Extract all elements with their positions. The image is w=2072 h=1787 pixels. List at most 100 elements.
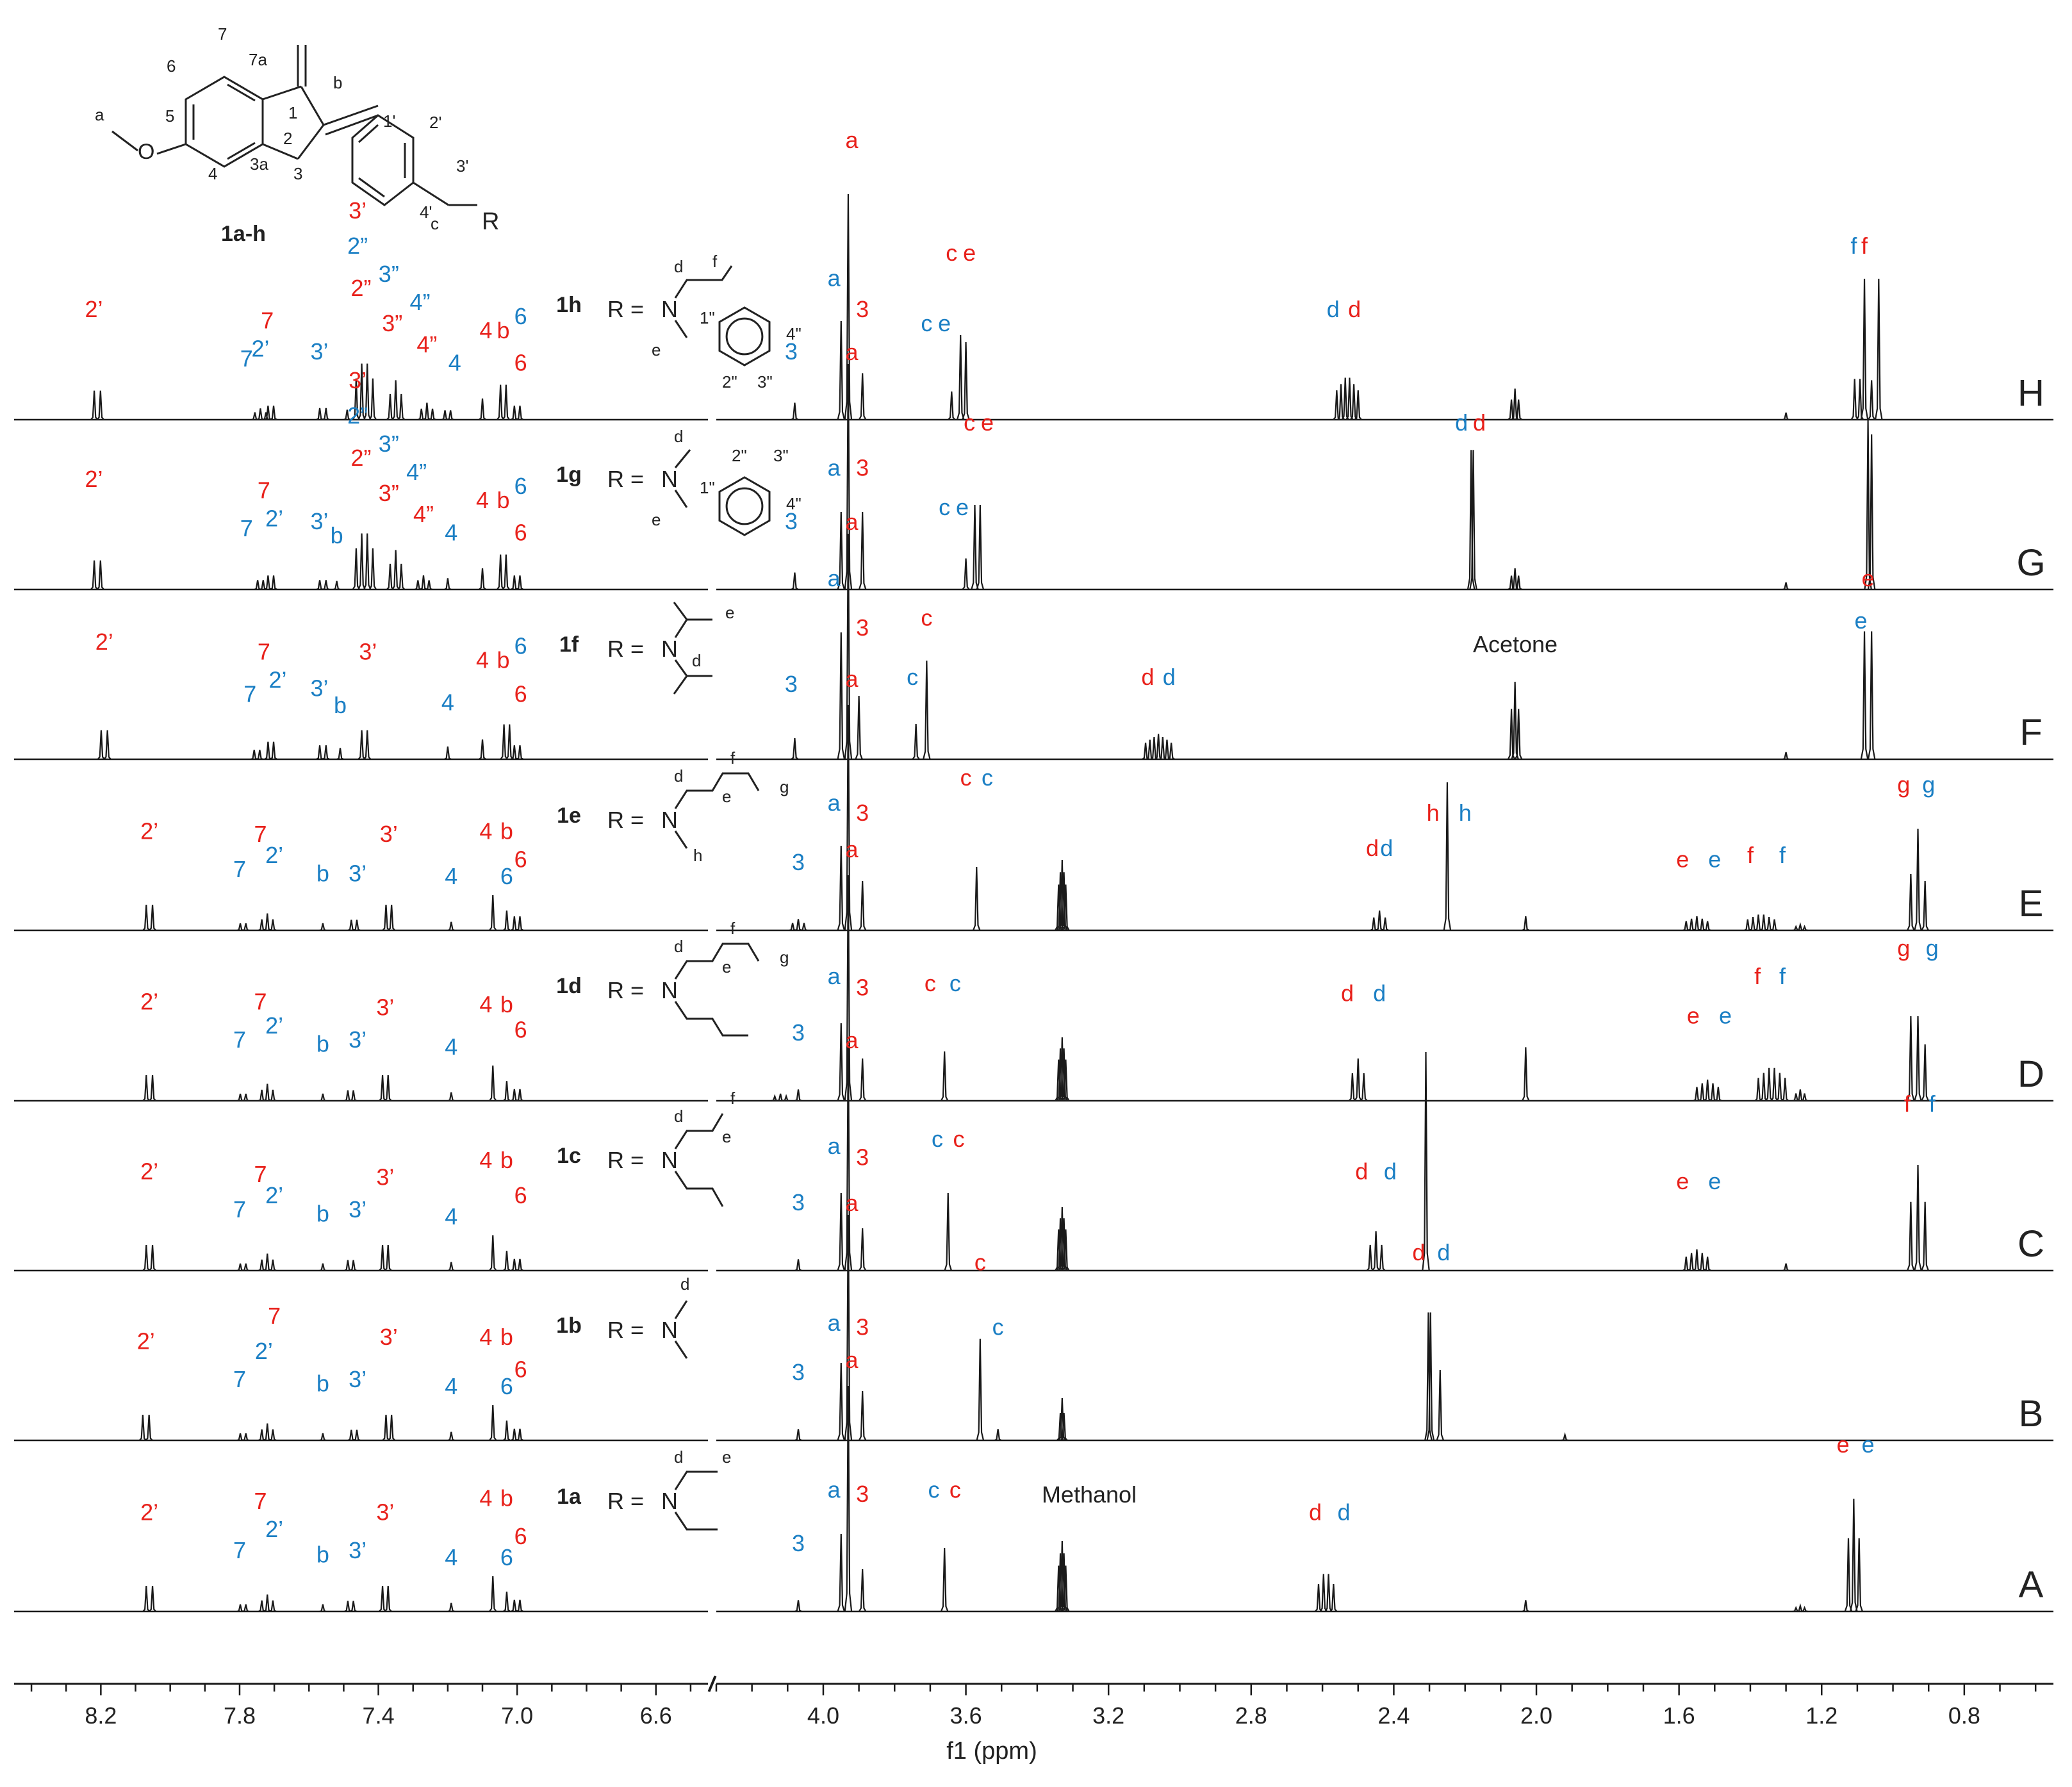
bond xyxy=(674,449,691,468)
peak-line xyxy=(516,916,524,931)
peak-line xyxy=(1850,379,1859,420)
peak-line xyxy=(489,1235,497,1271)
peak-label: f xyxy=(1779,963,1786,989)
peak-line xyxy=(270,575,277,590)
peak-line xyxy=(1508,575,1515,590)
r-group-atom-label: g xyxy=(780,948,789,967)
r-group-structures: Nd fe1"4"2" 3"Nd2" 3"1"4"eNedNdfgehNdfgeNdf… xyxy=(652,252,802,1531)
peak-line xyxy=(1522,1047,1530,1101)
peak-label: 3’ xyxy=(376,1499,394,1526)
peak-label: e xyxy=(981,409,994,436)
peak-line xyxy=(379,1586,387,1612)
peak-label: c xyxy=(982,764,993,791)
peak-label: 6 xyxy=(514,1182,527,1208)
peak-label: 3 xyxy=(792,849,805,875)
peak-line xyxy=(384,1075,392,1101)
peak-label: 3’ xyxy=(311,675,329,702)
peak-label: 3 xyxy=(792,1019,805,1046)
peak-label: c xyxy=(946,240,957,266)
peak-label: b xyxy=(317,1201,329,1227)
bond xyxy=(674,1300,688,1319)
peak-line xyxy=(971,504,979,590)
peak-label: c xyxy=(925,970,936,996)
peak-line xyxy=(344,1601,352,1613)
peak-label: e xyxy=(1708,1168,1721,1194)
peak-label: b xyxy=(317,1542,329,1568)
bond xyxy=(674,1001,748,1037)
peak-line xyxy=(1914,1164,1922,1271)
peak-line xyxy=(138,1415,147,1441)
peak-line xyxy=(319,1263,327,1272)
peak-line xyxy=(777,1093,784,1102)
peak-label: h xyxy=(1459,800,1472,826)
spectra-layer: H 1h R = G 1g R = F 1f R = E 1e R = D 1d R = C 1c R = B 1b R… xyxy=(14,127,2053,1613)
tick-label: 3.2 xyxy=(1092,1702,1124,1729)
peak-line xyxy=(859,373,867,420)
peak-line xyxy=(1324,1574,1333,1612)
peak-label: 6 xyxy=(514,1017,527,1043)
methanol-annotation: Methanol xyxy=(1042,1481,1137,1508)
tick-label: 7.4 xyxy=(363,1702,395,1729)
nitrogen-label: N xyxy=(661,636,678,662)
peak-line xyxy=(358,730,366,760)
peak-label: 2’ xyxy=(265,1012,283,1039)
series-compound-label: 1e xyxy=(557,803,581,828)
tick-label: 2.0 xyxy=(1520,1702,1552,1729)
peak-label: b xyxy=(500,1485,513,1511)
peak-line xyxy=(447,921,455,932)
peak-line xyxy=(1770,1067,1779,1101)
peak-label: e xyxy=(963,240,976,266)
peak-line xyxy=(447,1262,455,1272)
peak-line xyxy=(251,750,258,761)
peak-line xyxy=(1443,782,1452,931)
peak-line xyxy=(858,1390,867,1441)
peak-label: 2’ xyxy=(265,842,283,868)
peak-line xyxy=(1693,1087,1701,1101)
peak-line xyxy=(976,504,985,590)
peak-label: a xyxy=(845,1027,859,1053)
peak-label: 7 xyxy=(254,821,267,847)
peak-label: 4” xyxy=(416,331,437,358)
peak-line xyxy=(352,378,361,420)
peak-label: 7 xyxy=(233,1537,246,1563)
peak-line xyxy=(1844,1538,1853,1612)
peak-line xyxy=(236,1433,244,1442)
peak-line xyxy=(363,730,372,760)
tick-label: 7.8 xyxy=(224,1702,256,1729)
peak-line xyxy=(844,533,853,760)
series-compound-label: 1a xyxy=(557,1485,582,1509)
peak-label: c xyxy=(907,664,918,690)
peak-line xyxy=(837,1023,846,1101)
peak-line xyxy=(254,580,261,591)
x-axis-title: f1 (ppm) xyxy=(946,1738,1037,1765)
peak-line xyxy=(1782,412,1790,421)
nitrogen-label: N xyxy=(661,1147,678,1173)
peak-label: 2’ xyxy=(140,989,158,1015)
r-group-atom-label: h xyxy=(693,846,702,865)
peak-label: 4 xyxy=(445,520,457,546)
peak-line xyxy=(791,572,799,590)
peak-line xyxy=(771,1094,778,1102)
peak-label: e xyxy=(938,310,951,336)
r-group-atom-label: f xyxy=(712,252,718,271)
peak-label: 2’ xyxy=(137,1328,155,1355)
peak-line xyxy=(319,1604,327,1613)
peak-label: b xyxy=(331,522,343,548)
peak-label: 3 xyxy=(856,1144,869,1171)
peak-label: a xyxy=(845,1190,859,1216)
peak-label: 6 xyxy=(514,303,527,329)
peak-label: 2’ xyxy=(265,1182,283,1208)
peak-label: 3’ xyxy=(376,994,394,1020)
peak-line xyxy=(358,363,366,420)
r-equals-label: R = xyxy=(607,466,644,492)
peak-label: 3 xyxy=(792,1189,805,1215)
peak-line xyxy=(1055,1059,1063,1101)
peak-line xyxy=(397,563,406,590)
peak-line xyxy=(1907,873,1915,931)
peak-line xyxy=(791,737,799,760)
peak-label: f xyxy=(1861,233,1868,259)
peak-label: b xyxy=(497,317,509,343)
